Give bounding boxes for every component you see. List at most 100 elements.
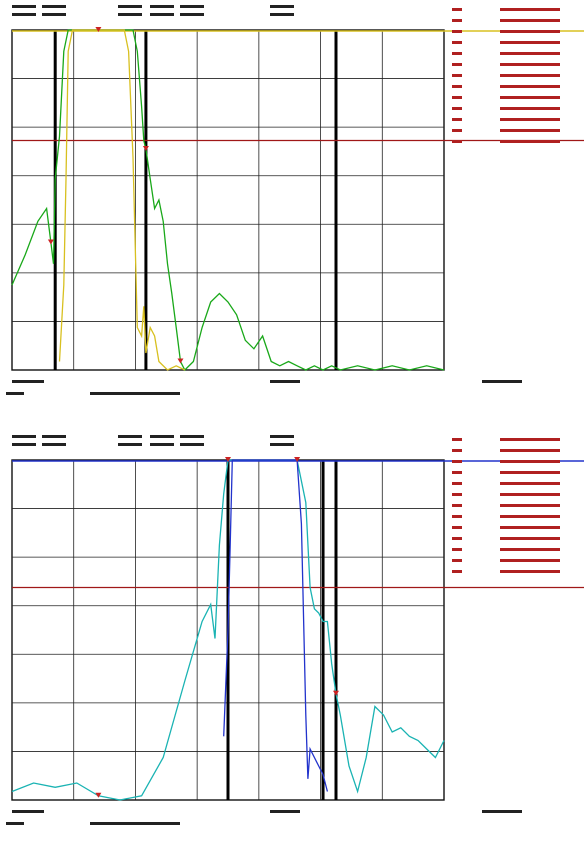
chart-top-readout-tag-0 — [452, 8, 462, 11]
chart-top-plot-frame — [11, 29, 445, 371]
chart-top-readout-value-0 — [500, 8, 560, 11]
chart-top-readout-value-6 — [500, 74, 560, 77]
chart-top-readout-value-4 — [500, 52, 560, 55]
chart-top-header-block-9 — [180, 13, 204, 16]
chart-top-svg — [6, 5, 584, 395]
chart-top-readout-value-8 — [500, 96, 560, 99]
chart-top-axis-block-3 — [6, 392, 24, 395]
chart-bottom-readout-tag-0 — [452, 438, 462, 441]
chart-top-readout-tag-5 — [452, 63, 462, 66]
chart-bottom-readout-tag-6 — [452, 504, 462, 507]
chart-bottom-series-1 — [223, 459, 329, 792]
chart-top-header-block-0 — [12, 5, 36, 8]
chart-bottom-readout-value-8 — [500, 526, 560, 529]
chart-top-readout-tag-6 — [452, 74, 462, 77]
chart-bottom-header-block-11 — [270, 443, 294, 446]
chart-top-readout-tag-9 — [452, 107, 462, 110]
chart-bottom-axis-block-0 — [12, 810, 44, 813]
chart-bottom-header-block-9 — [180, 443, 204, 446]
chart-top-readout-value-12 — [500, 140, 560, 143]
chart-top-readout-value-3 — [500, 41, 560, 44]
chart-bottom-readout-value-11 — [500, 559, 560, 562]
chart-bottom-header-block-2 — [42, 435, 66, 438]
chart-top-header-block-4 — [118, 5, 142, 8]
chart-bottom-readout-tag-4 — [452, 482, 462, 485]
chart-bottom-header-block-7 — [150, 443, 174, 446]
chart-top-readout-tag-7 — [452, 85, 462, 88]
chart-top-readout-tag-11 — [452, 129, 462, 132]
chart-bottom-header-block-10 — [270, 435, 294, 438]
chart-bottom-readout-value-7 — [500, 515, 560, 518]
chart-top-header-block-7 — [150, 13, 174, 16]
chart-top-header-block-3 — [42, 13, 66, 16]
chart-bottom-header-block-4 — [118, 435, 142, 438]
chart-bottom-readout-tag-9 — [452, 537, 462, 540]
chart-top-readout-value-10 — [500, 118, 560, 121]
chart-bottom-header-block-0 — [12, 435, 36, 438]
chart-top-header-block-11 — [270, 13, 294, 16]
chart-top-readout-tag-10 — [452, 118, 462, 121]
chart-bottom-marker-1 — [225, 457, 231, 462]
chart-bottom-readout-value-3 — [500, 471, 560, 474]
chart-top-marker-1 — [95, 27, 102, 32]
chart-top-series-0 — [11, 29, 445, 372]
chart-bottom-header-block-6 — [150, 435, 174, 438]
chart-top-header-block-8 — [180, 5, 204, 8]
chart-bottom-readout-value-1 — [500, 449, 560, 452]
chart-top-readout-tag-1 — [452, 19, 462, 22]
chart-bottom-marker-3 — [333, 690, 339, 696]
chart-bottom-readout-value-4 — [500, 482, 560, 485]
chart-top-axis-block-0 — [12, 380, 44, 383]
chart-bottom-header-block-3 — [42, 443, 66, 446]
chart-bottom-marker-2 — [294, 457, 301, 462]
chart-bottom-axis-block-1 — [270, 810, 300, 813]
chart-top-readout-tag-3 — [452, 41, 462, 44]
chart-bottom-readout-tag-2 — [452, 460, 462, 463]
chart-top-readout-value-5 — [500, 63, 560, 66]
chart-bottom-header-block-5 — [118, 443, 142, 446]
chart-bottom-readout-tag-1 — [452, 449, 462, 452]
chart-bottom-header-block-8 — [180, 435, 204, 438]
chart-top-axis-block-4 — [90, 392, 180, 395]
chart-bottom-readout-value-5 — [500, 493, 560, 496]
chart-top-header-block-5 — [118, 13, 142, 16]
chart-top — [0, 0, 586, 420]
chart-bottom-readout-tag-8 — [452, 526, 462, 529]
chart-bottom-axis-block-2 — [482, 810, 522, 813]
chart-top-series-1 — [58, 29, 186, 371]
chart-bottom-header-block-1 — [12, 443, 36, 446]
chart-top-readout-tag-2 — [452, 30, 462, 33]
chart-top-axis-block-2 — [482, 380, 522, 383]
chart-bottom-readout-value-6 — [500, 504, 560, 507]
chart-top-header-block-6 — [150, 5, 174, 8]
chart-top-readout-value-1 — [500, 19, 560, 22]
chart-bottom-readout-value-2 — [500, 460, 560, 463]
chart-bottom-readout-tag-3 — [452, 471, 462, 474]
chart-top-readout-value-7 — [500, 85, 560, 88]
chart-top-marker-0 — [47, 239, 54, 245]
chart-bottom-readout-value-10 — [500, 548, 560, 551]
chart-bottom-svg — [6, 435, 584, 825]
chart-bottom-readout-tag-10 — [452, 548, 462, 551]
chart-top-marker-2 — [142, 146, 149, 151]
chart-top-header-block-10 — [270, 5, 294, 8]
chart-bottom-marker-0 — [95, 792, 102, 798]
chart-top-readout-value-9 — [500, 107, 560, 110]
chart-bottom — [0, 430, 586, 850]
chart-top-readout-tag-8 — [452, 96, 462, 99]
chart-bottom-axis-block-3 — [6, 822, 24, 825]
chart-top-marker-3 — [177, 358, 184, 364]
chart-bottom-readout-tag-11 — [452, 559, 462, 562]
chart-bottom-readout-tag-7 — [452, 515, 462, 518]
chart-bottom-readout-value-9 — [500, 537, 560, 540]
chart-bottom-readout-value-12 — [500, 570, 560, 573]
chart-bottom-axis-block-4 — [90, 822, 180, 825]
chart-top-readout-value-11 — [500, 129, 560, 132]
chart-top-header-block-1 — [12, 13, 36, 16]
chart-top-readout-tag-4 — [452, 52, 462, 55]
chart-bottom-readout-tag-5 — [452, 493, 462, 496]
chart-top-header-block-2 — [42, 5, 66, 8]
chart-top-readout-tag-12 — [452, 140, 462, 143]
chart-top-axis-block-1 — [270, 380, 300, 383]
chart-top-readout-value-2 — [500, 30, 560, 33]
